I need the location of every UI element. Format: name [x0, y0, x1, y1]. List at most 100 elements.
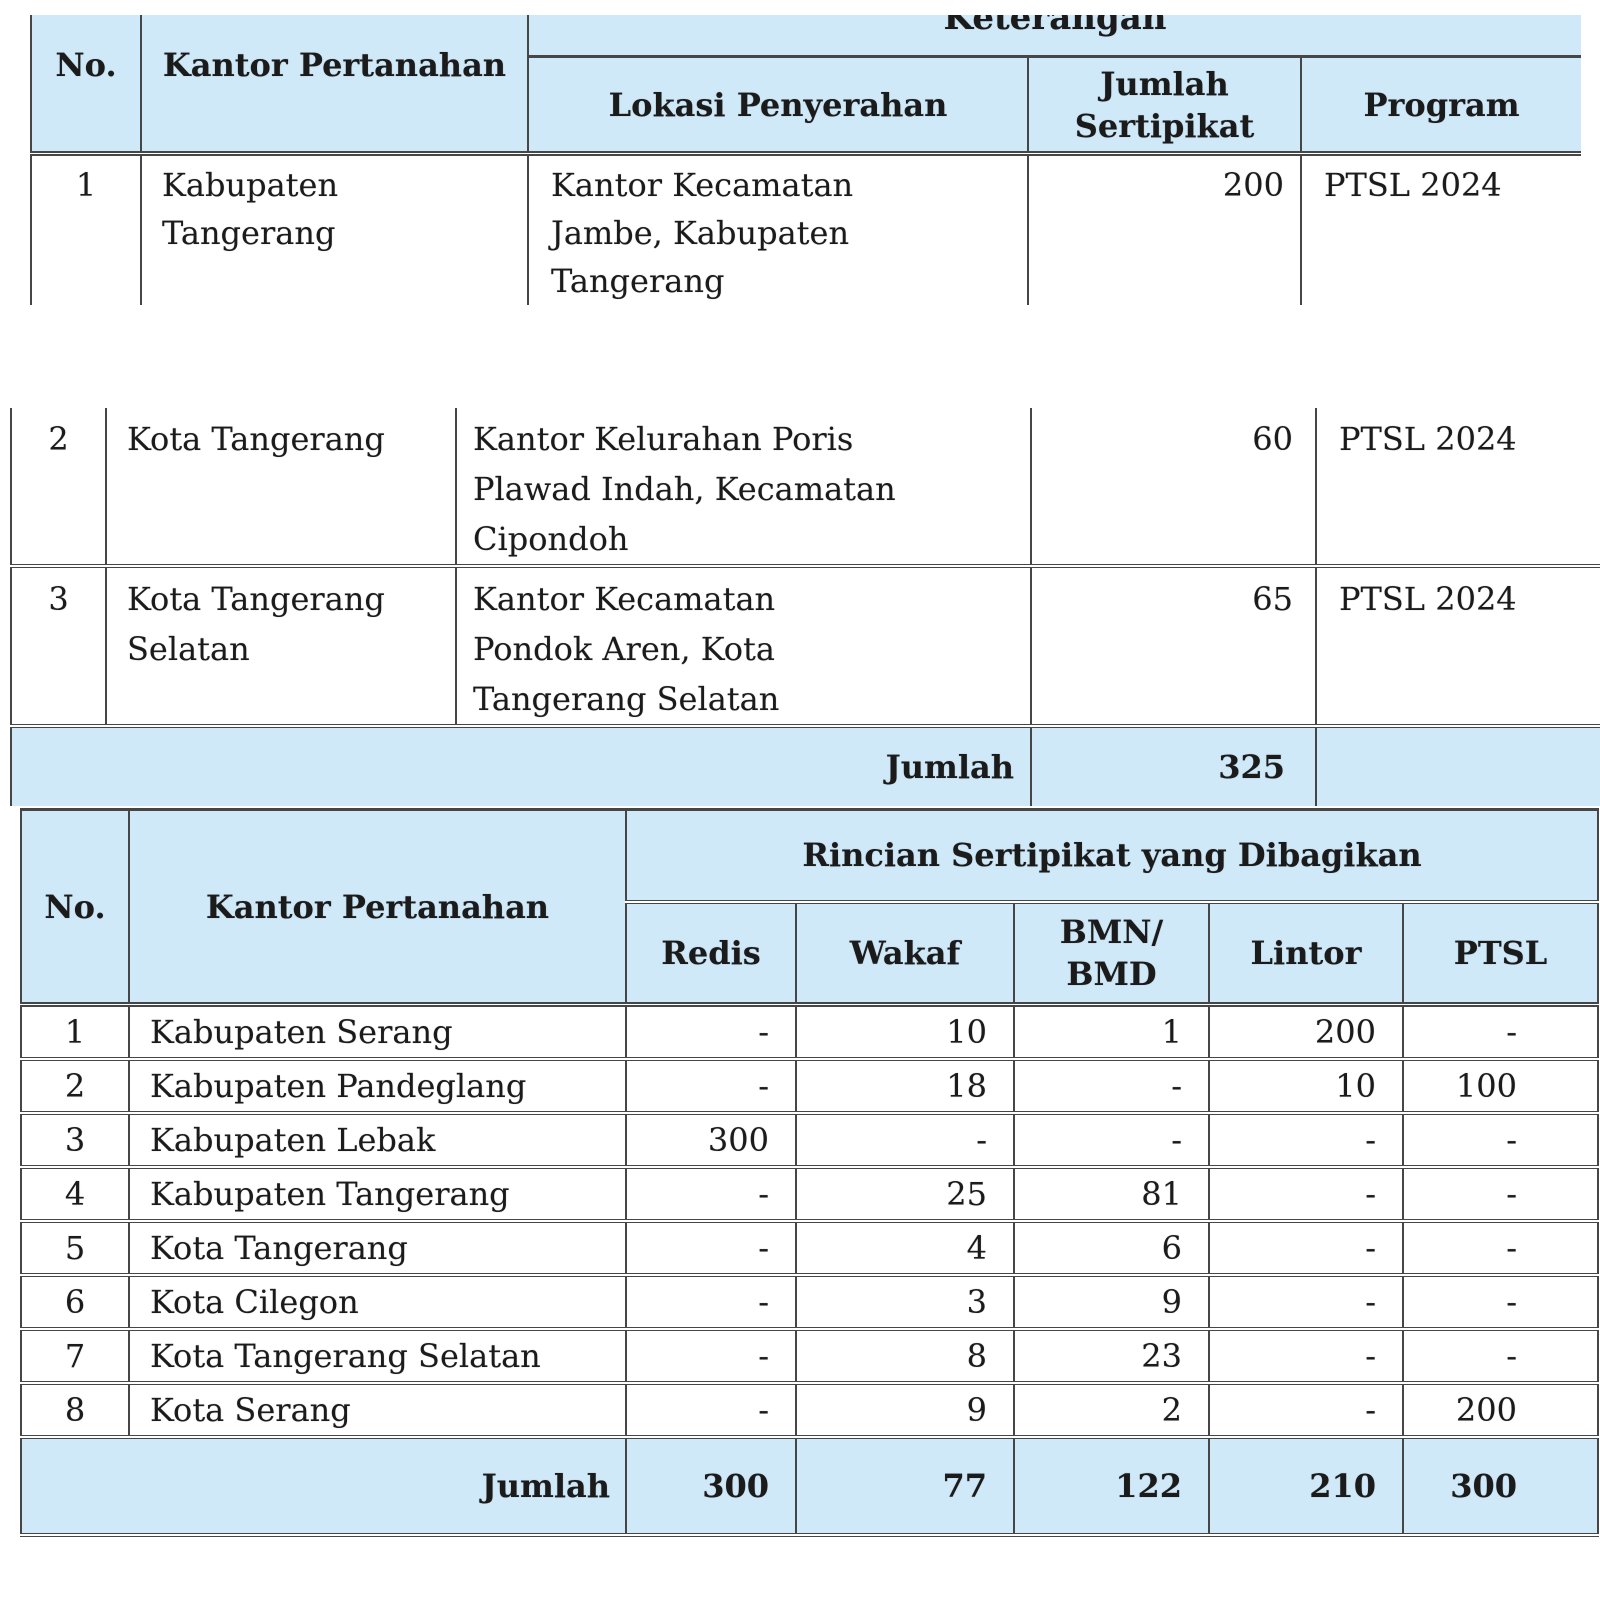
cell-no: 1 — [30, 153, 142, 305]
table2-row: 6 Kota Cilegon - 3 9 - - — [20, 1274, 1599, 1331]
cell-kantor: Kota Tangerang Selatan — [106, 566, 457, 728]
cell-no: 2 — [20, 1058, 130, 1115]
cell-bmn-bmd: 81 — [1014, 1166, 1210, 1223]
table1-header-no: No. — [30, 15, 142, 156]
cell-redis: 300 — [626, 1112, 797, 1169]
cell-lokasi: Kantor Kelurahan Poris Plawad Indah, Kec… — [456, 408, 1032, 568]
cell-lintor: - — [1209, 1112, 1404, 1169]
cell-bmn-bmd: 1 — [1014, 1004, 1210, 1061]
cell-no: 3 — [10, 566, 107, 728]
cell-kantor: Kabupaten Lebak — [129, 1112, 627, 1169]
table2-total-label: Jumlah — [20, 1436, 627, 1537]
cell-wakaf: 9 — [796, 1382, 1015, 1439]
cell-ptsl: - — [1403, 1004, 1599, 1061]
table1-header-lokasi: Lokasi Penyerahan — [528, 56, 1029, 156]
cell-kantor: Kota Tangerang — [106, 408, 457, 568]
table2-total-row: Jumlah 300 77 122 210 300 — [20, 1436, 1599, 1537]
table1-header-row-sub: Lokasi Penyerahan Jumlah Sertipikat Prog… — [31, 56, 1582, 156]
table1-part2: 2 Kota Tangerang Kantor Kelurahan Poris … — [10, 408, 1600, 806]
table2-row: 2 Kabupaten Pandeglang - 18 - 10 100 — [20, 1058, 1599, 1115]
table1-header-row-top: No. Kantor Pertanahan Keterangan — [30, 15, 1582, 156]
cell-wakaf: 8 — [796, 1328, 1015, 1385]
cell-program: PTSL 2024 — [1316, 566, 1600, 728]
cell-kantor: Kota Tangerang Selatan — [129, 1328, 627, 1385]
cell-ptsl: - — [1403, 1166, 1599, 1223]
table1-header-keterangan-cut: Keterangan — [528, 15, 1582, 58]
table2-header-no: No. — [20, 808, 130, 1007]
table2-total-bmn-bmd: 122 — [1014, 1436, 1210, 1537]
cell-wakaf: 18 — [796, 1058, 1015, 1115]
cell-no: 5 — [20, 1220, 130, 1277]
cell-lintor: - — [1209, 1274, 1404, 1331]
table2-header-wakaf: Wakaf — [796, 901, 1015, 1007]
table2-row: 1 Kabupaten Serang - 10 1 200 - — [20, 1004, 1599, 1061]
cell-ptsl: - — [1403, 1220, 1599, 1277]
cell-lokasi: Kantor Kecamatan Jambe, Kabupaten Tanger… — [528, 153, 1029, 305]
cell-bmn-bmd: 23 — [1014, 1328, 1210, 1385]
table2-row: 7 Kota Tangerang Selatan - 8 23 - - — [20, 1328, 1599, 1385]
cell-lintor: - — [1209, 1328, 1404, 1385]
cell-redis: - — [626, 1382, 797, 1439]
cell-bmn-bmd: 9 — [1014, 1274, 1210, 1331]
cell-wakaf: 10 — [796, 1004, 1015, 1061]
cell-wakaf: 25 — [796, 1166, 1015, 1223]
cell-wakaf: - — [796, 1112, 1015, 1169]
cell-lintor: - — [1209, 1220, 1404, 1277]
cell-redis: - — [626, 1004, 797, 1061]
table2-total-redis: 300 — [626, 1436, 797, 1537]
table2-row: 8 Kota Serang - 9 2 - 200 — [20, 1382, 1599, 1439]
table1-header-program: Program — [1301, 56, 1582, 156]
table1-total-row: Jumlah 325 — [10, 726, 1600, 806]
cell-ptsl: - — [1403, 1112, 1599, 1169]
table1-total-value: 325 — [1031, 726, 1317, 806]
cell-redis: - — [626, 1274, 797, 1331]
table2-row: 4 Kabupaten Tangerang - 25 81 - - — [20, 1166, 1599, 1223]
cell-program: PTSL 2024 — [1316, 408, 1600, 568]
table1-header-kantor: Kantor Pertanahan — [141, 15, 529, 156]
table1-row: 1 Kabupaten Tangerang Kantor Kecamatan J… — [30, 153, 1581, 305]
cell-lintor: - — [1209, 1382, 1404, 1439]
cell-bmn-bmd: 2 — [1014, 1382, 1210, 1439]
table1-header-jumlah-sertipikat: Jumlah Sertipikat — [1028, 56, 1302, 156]
cell-wakaf: 4 — [796, 1220, 1015, 1277]
cell-kantor: Kabupaten Tangerang — [141, 153, 529, 305]
table2-header-bmn-bmd: BMN/ BMD — [1014, 901, 1210, 1007]
table2-group-header: Rincian Sertipikat yang Dibagikan — [626, 808, 1599, 904]
cell-lintor: 10 — [1209, 1058, 1404, 1115]
table2-header-row-top: No. Kantor Pertanahan Rincian Sertipikat… — [20, 808, 1599, 1007]
table2-header-ptsl: PTSL — [1403, 901, 1599, 1007]
cell-jumlah-sertipikat: 200 — [1028, 153, 1302, 305]
cell-no: 1 — [20, 1004, 130, 1061]
cell-no: 3 — [20, 1112, 130, 1169]
cell-kantor: Kota Cilegon — [129, 1274, 627, 1331]
cell-kantor: Kabupaten Serang — [129, 1004, 627, 1061]
table2-total-wakaf: 77 — [796, 1436, 1015, 1537]
cell-jumlah-sertipikat: 65 — [1031, 566, 1317, 728]
cell-no: 8 — [20, 1382, 130, 1439]
cell-bmn-bmd: - — [1014, 1112, 1210, 1169]
cell-no: 7 — [20, 1328, 130, 1385]
cell-kantor: Kota Tangerang — [129, 1220, 627, 1277]
cell-redis: - — [626, 1058, 797, 1115]
cell-ptsl: 200 — [1403, 1382, 1599, 1439]
cell-kantor: Kabupaten Tangerang — [129, 1166, 627, 1223]
cell-lintor: 200 — [1209, 1004, 1404, 1061]
cell-no: 2 — [10, 408, 107, 568]
table2-row: 5 Kota Tangerang - 4 6 - - — [20, 1220, 1599, 1277]
cell-ptsl: - — [1403, 1274, 1599, 1331]
cell-redis: - — [626, 1220, 797, 1277]
table2-header-row-sub: Redis Wakaf BMN/ BMD Lintor PTSL — [21, 901, 1599, 1007]
table2-row: 3 Kabupaten Lebak 300 - - - - — [20, 1112, 1599, 1169]
cell-lintor: - — [1209, 1166, 1404, 1223]
cell-redis: - — [626, 1166, 797, 1223]
cut-heading-text: Keterangan — [943, 15, 1167, 38]
cell-kantor: Kabupaten Pandeglang — [129, 1058, 627, 1115]
cut-heading-clip: Keterangan — [529, 15, 1581, 54]
cell-bmn-bmd: - — [1014, 1058, 1210, 1115]
cell-no: 4 — [20, 1166, 130, 1223]
cell-wakaf: 3 — [796, 1274, 1015, 1331]
cell-bmn-bmd: 6 — [1014, 1220, 1210, 1277]
table1-row: 2 Kota Tangerang Kantor Kelurahan Poris … — [10, 408, 1600, 568]
table1-part1: No. Kantor Pertanahan Keterangan Lokasi … — [30, 15, 1582, 305]
